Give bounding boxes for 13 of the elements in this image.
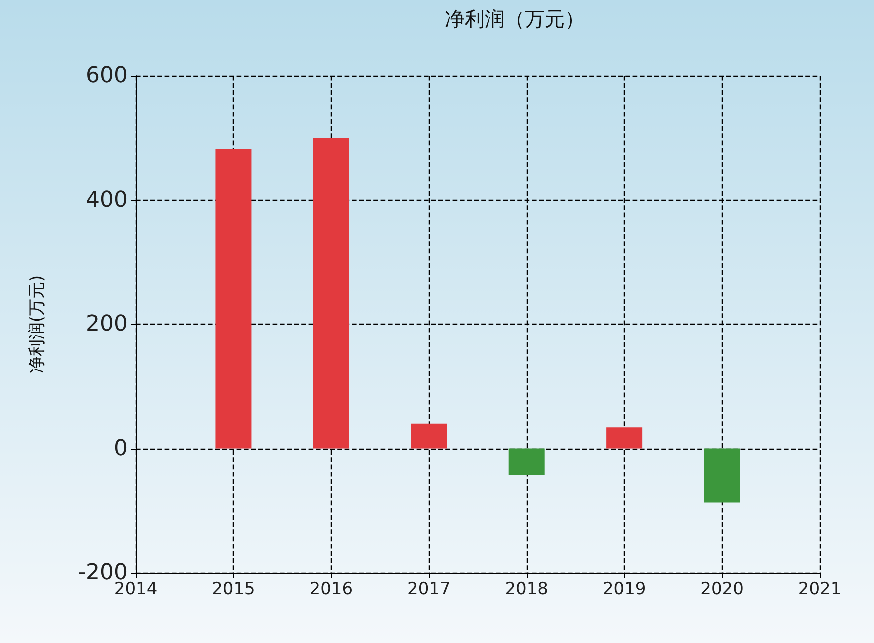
y-tick-label: 600 [86, 64, 128, 88]
y-tick-label: 200 [86, 312, 128, 337]
y-axis-title: 净利润(万元) [28, 275, 48, 374]
x-tick-label: 2021 [798, 580, 842, 600]
x-tick-label: 2018 [505, 580, 548, 600]
x-tick-label: 2020 [700, 580, 744, 600]
y-tick-label: 400 [86, 188, 128, 213]
x-tick-label: 2017 [408, 580, 451, 600]
x-tick-label: 2015 [212, 580, 256, 600]
x-tick-label: 2016 [310, 580, 354, 600]
chart-title: 净利润（万元） [445, 7, 585, 31]
x-tick-label: 2019 [602, 580, 646, 600]
y-tick-label: 0 [114, 436, 128, 462]
